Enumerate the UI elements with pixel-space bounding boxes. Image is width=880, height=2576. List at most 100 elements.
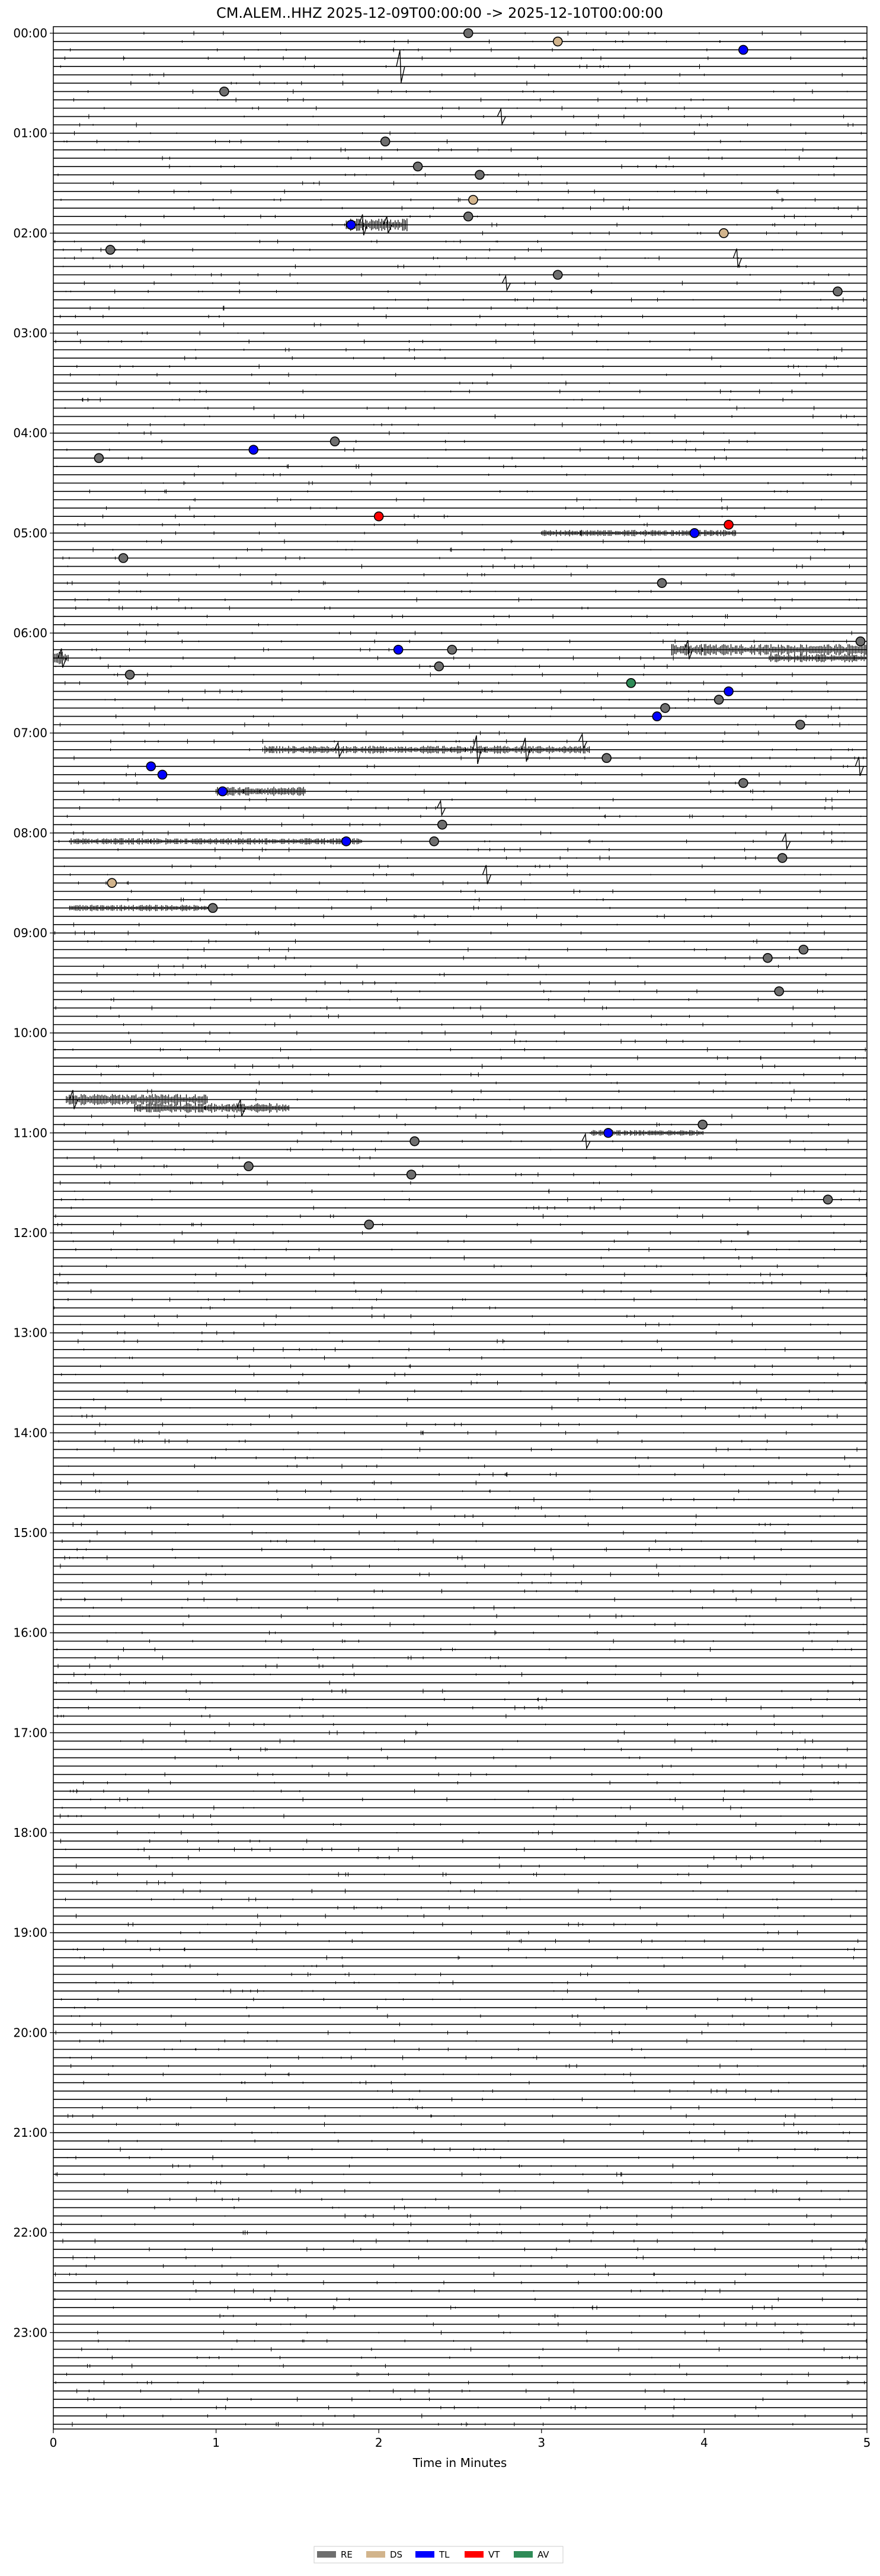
- trace-noise: [76, 2388, 665, 2393]
- legend-label: DS: [390, 2549, 402, 2560]
- trace-noise: [55, 239, 538, 244]
- trace-noise: [125, 1772, 803, 1777]
- trace-noise: [120, 1738, 813, 1744]
- trace-noise: [174, 1756, 821, 1760]
- trace-noise: [60, 1480, 821, 1485]
- trace-noise: [56, 1647, 852, 1652]
- y-tick-label: 08:00: [13, 826, 47, 840]
- trace-noise: [180, 1930, 798, 1935]
- event-marker: [373, 511, 384, 522]
- trace-noise: [136, 1888, 857, 1894]
- trace-noise: [55, 1047, 866, 1052]
- trace-noise: [65, 680, 827, 686]
- trace-noise: [57, 172, 834, 177]
- trace-noise: [56, 1680, 854, 1685]
- trace-noise: [60, 2222, 815, 2227]
- trace-noise: [189, 1697, 860, 1702]
- trace-noise: [64, 1555, 755, 1561]
- y-tick-label: 16:00: [13, 1626, 47, 1640]
- trace-noise: [56, 1597, 852, 1602]
- trace-noise: [71, 1231, 834, 1235]
- event-marker: [447, 644, 457, 655]
- x-axis: 0 1 2 3 4 5: [50, 2429, 871, 2450]
- trace-noise: [89, 489, 788, 494]
- trace-noise: [141, 481, 852, 485]
- trace-noise: [158, 497, 822, 503]
- trace-noise: [110, 739, 724, 744]
- event-marker: [329, 436, 340, 447]
- trace-noise: [92, 2022, 832, 2027]
- event-marker: [603, 1128, 613, 1138]
- legend: RE DS TL VT AV: [313, 2546, 564, 2564]
- trace-noise: [154, 2205, 703, 2210]
- event-marker: [146, 761, 156, 772]
- event-marker: [823, 1194, 833, 1205]
- trace-noise: [58, 1439, 768, 1444]
- trace-noise: [130, 81, 807, 86]
- trace-noise: [97, 2330, 804, 2335]
- trace-noise: [72, 2422, 793, 2427]
- trace-noise: [60, 1180, 600, 1185]
- trace-noise: [195, 347, 843, 352]
- activity-burst: [472, 735, 482, 764]
- chart-title: CM.ALEM..HHZ 2025-12-09T00:00:00 -> 2025…: [216, 5, 663, 21]
- x-tick-label: 1: [212, 2436, 220, 2450]
- trace-noise: [55, 2030, 786, 2035]
- trace-noise: [149, 2247, 863, 2252]
- trace-noise: [149, 1855, 764, 1861]
- trace-noise: [108, 2072, 740, 2077]
- y-tick-label: 02:00: [13, 226, 47, 240]
- trace-noise: [123, 1022, 813, 1027]
- activity-burst: [359, 214, 368, 236]
- trace-noise: [79, 122, 853, 127]
- trace-noise: [216, 1763, 847, 1769]
- trace-noise: [211, 1822, 860, 1827]
- trace-noise: [219, 2313, 852, 2318]
- trace-noise: [104, 698, 857, 702]
- activity-burst: [236, 1099, 246, 1117]
- trace-noise: [56, 464, 701, 469]
- trace-noise: [68, 2114, 816, 2118]
- trace-noise: [164, 2047, 846, 2051]
- activity-band: [134, 1102, 289, 1113]
- y-tick-label: 19:00: [13, 1926, 47, 1940]
- trace-noise: [82, 1331, 841, 1335]
- trace-noise: [63, 139, 741, 144]
- x-tick-label: 4: [700, 2436, 708, 2450]
- trace-noise: [91, 1289, 847, 1294]
- event-marker: [713, 695, 724, 705]
- trace-noise: [251, 2130, 850, 2135]
- trace-noise: [96, 1689, 828, 1693]
- trace-noise: [223, 322, 805, 327]
- trace-noise: [187, 955, 843, 960]
- trace-noise: [103, 514, 840, 519]
- trace-noise: [124, 1313, 742, 1319]
- trace-noise: [112, 1964, 801, 1968]
- trace-noise: [119, 589, 739, 593]
- trace-noise: [87, 2396, 763, 2402]
- trace-noise: [169, 164, 834, 169]
- event-marker: [738, 778, 748, 788]
- trace-noise: [323, 914, 850, 919]
- trace-noise: [67, 581, 846, 586]
- trace-noise: [117, 847, 745, 852]
- trace-noise: [56, 1281, 827, 1285]
- trace-noise: [72, 2255, 859, 2260]
- trace-noise: [70, 372, 823, 377]
- trace-noise: [55, 664, 756, 669]
- trace-noise: [87, 2363, 728, 2369]
- event-marker: [719, 228, 729, 238]
- trace-noise: [78, 2356, 858, 2360]
- activity-burst: [436, 799, 446, 817]
- activity-band: [69, 838, 362, 845]
- event-marker: [107, 878, 117, 888]
- trace-noise: [127, 1389, 833, 1394]
- trace-noise: [116, 222, 816, 228]
- trace-noise: [126, 947, 849, 953]
- trace-noise: [73, 922, 808, 927]
- trace-noise: [65, 405, 815, 411]
- event-marker: [219, 87, 229, 97]
- trace-noise: [77, 331, 812, 335]
- trace-noise: [93, 1397, 819, 1402]
- trace-noise: [119, 431, 867, 436]
